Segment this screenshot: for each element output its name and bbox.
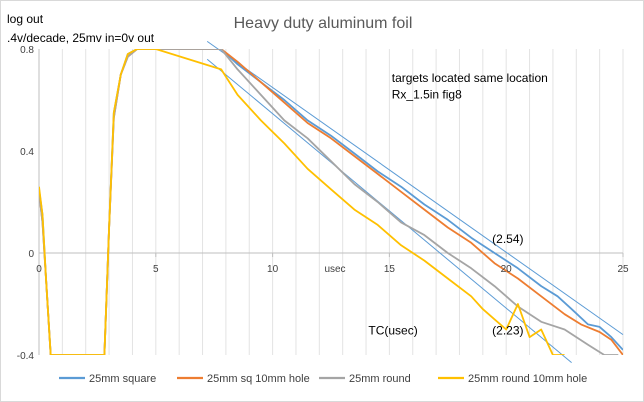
chart-title: Heavy duty aluminum foil [234,15,413,32]
x-tick-label-5: 5 [153,264,159,275]
fit-line-1 [206,40,624,336]
x-tick-label-20: 20 [501,264,513,275]
legend-label-2: 25mm sq 10mm hole [207,373,310,385]
fit-lines [206,40,624,363]
series-line-4 [39,49,565,355]
annotation-4: (2.23) [492,324,523,338]
axes [38,49,624,355]
legend: 25mm square 25mm sq 10mm hole 25mm round 25… [59,373,587,385]
x-tick-label-25: 25 [617,264,629,275]
x-tick-label-15: 15 [384,264,396,275]
y-axis-title-line-1: log out [7,12,44,26]
legend-label-1: 25mm square [89,373,156,385]
y-tick-label-3: 0.8 [20,45,34,56]
y-axis-title-line-2: .4v/decade, 25mv in=0v out [7,31,155,45]
annotation-2: Rx_1.5in fig8 [392,88,462,102]
annotation-1: targets located same location [392,71,548,85]
annotation-3: (2.54) [492,232,523,246]
tick-labels: 0 5 10 15 20 25 -0.4 0 0.4 0.8 [17,45,629,362]
x-axis-title: usec [324,264,345,275]
plot-area [39,49,623,355]
x-tick-label-10: 10 [267,264,279,275]
y-tick-label-2: 0.4 [20,147,34,158]
annotations: targets located same location Rx_1.5in fi… [368,71,547,337]
x-tick-label-0: 0 [36,264,42,275]
annotation-5: TC(usec) [368,324,417,338]
fit-line-2 [206,58,572,363]
vertical-gridlines [38,49,624,355]
legend-label-4: 25mm round 10mm hole [468,373,587,385]
legend-label-3: 25mm round [349,373,411,385]
y-tick-label-1: 0 [28,249,34,260]
y-tick-label-0: -0.4 [17,351,35,362]
series-lines [39,49,623,355]
